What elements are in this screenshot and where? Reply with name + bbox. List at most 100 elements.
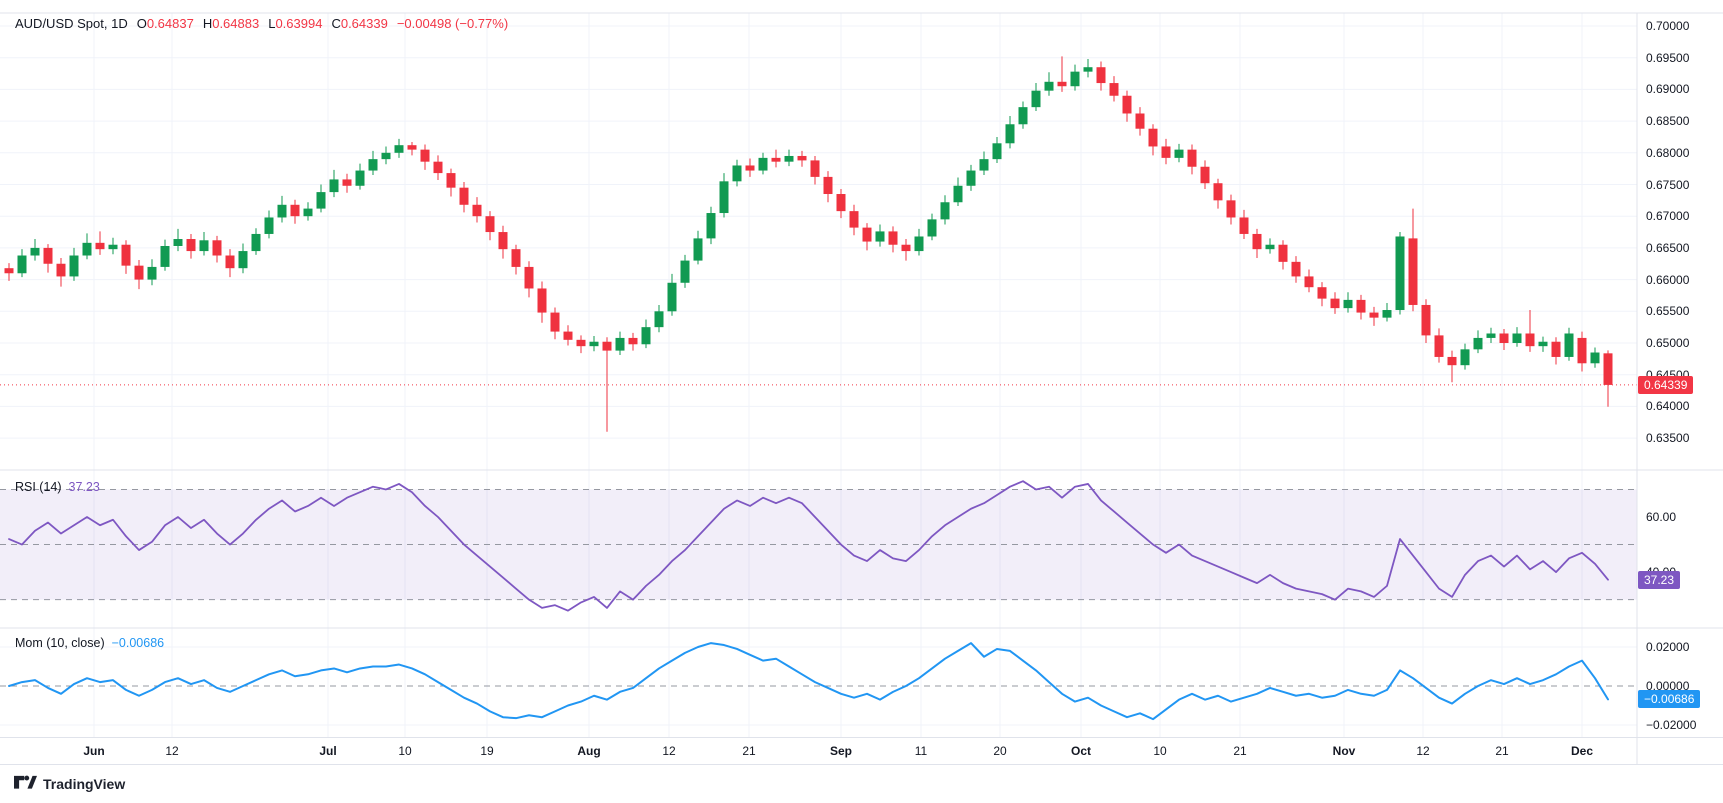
- candle-body: [667, 282, 677, 312]
- candle-body: [420, 149, 430, 162]
- candle-body: [472, 204, 482, 217]
- candle-body: [446, 173, 456, 188]
- candle-body: [1304, 276, 1314, 288]
- candle-body: [1538, 341, 1548, 347]
- candle-body: [1369, 312, 1379, 318]
- candle-body: [485, 216, 495, 233]
- candle-body: [940, 202, 950, 220]
- candle-body: [303, 208, 313, 217]
- time-axis-month-label: Jul: [319, 744, 337, 758]
- candle-body: [1434, 335, 1444, 357]
- price-axis-label: 0.64000: [1646, 399, 1690, 414]
- candle-body: [316, 192, 326, 209]
- candle-body: [1057, 81, 1067, 87]
- candle-body: [1499, 333, 1509, 343]
- candle-body: [563, 331, 573, 340]
- candle-body: [251, 233, 261, 252]
- candle-body: [979, 159, 989, 171]
- candle-body: [719, 181, 729, 214]
- candle-body: [173, 239, 183, 246]
- mom-line: [8, 642, 1609, 721]
- candle-body: [1018, 107, 1028, 125]
- candle-body: [1317, 287, 1327, 299]
- time-axis-day-label: 11: [914, 744, 928, 758]
- candle-body: [4, 268, 14, 274]
- symbol-title[interactable]: AUD/USD Spot, 1D: [15, 16, 128, 31]
- candle-body: [1590, 352, 1600, 364]
- price-axis-label: 0.65500: [1646, 304, 1690, 319]
- candle-body: [1148, 128, 1158, 147]
- tradingview-logo-text: TradingView: [43, 775, 126, 792]
- ohlc-low: L0.63994: [268, 16, 323, 31]
- tradingview-logo[interactable]: TradingView: [14, 774, 125, 793]
- candle-body: [615, 337, 625, 351]
- candle-body: [758, 157, 768, 171]
- candle-body: [134, 265, 144, 280]
- candle-body: [498, 232, 508, 250]
- candle-body: [732, 165, 742, 182]
- tradingview-logo-icon: [14, 775, 37, 789]
- candle-body: [875, 231, 885, 242]
- mom-axis-label: 0.00000: [1646, 679, 1690, 693]
- candle-body: [784, 155, 794, 162]
- candle-body: [147, 266, 157, 280]
- time-axis-day-label: 10: [398, 744, 412, 758]
- candle-body: [1174, 149, 1184, 158]
- candle-body: [1135, 113, 1145, 129]
- candle-body: [589, 341, 599, 347]
- ohlc-close: C0.64339: [331, 16, 388, 31]
- mom-value-badge: −0.00686: [1638, 690, 1701, 709]
- candle-body: [1044, 81, 1054, 91]
- time-axis-month-label: Dec: [1570, 744, 1594, 758]
- candle-body: [43, 247, 53, 264]
- time-axis-month-label: Sep: [829, 744, 853, 758]
- candle-body: [56, 263, 66, 277]
- candle-body: [888, 231, 898, 245]
- time-axis-month-label: Jun: [83, 744, 105, 758]
- candle-body: [1070, 71, 1080, 87]
- candle-body: [225, 255, 235, 269]
- candle-body: [628, 337, 638, 345]
- candle-body: [459, 187, 469, 205]
- price-axis-label: 0.67500: [1646, 177, 1690, 192]
- candle-body: [1356, 299, 1366, 313]
- candle-body: [1447, 356, 1457, 366]
- candle-body: [771, 157, 781, 162]
- candle-body: [95, 242, 105, 250]
- candle-body: [1161, 146, 1171, 158]
- candle-body: [1421, 304, 1431, 336]
- candle-body: [1577, 337, 1587, 364]
- price-axis-label: 0.63500: [1646, 431, 1690, 446]
- candle-body: [17, 255, 27, 274]
- candle-body: [433, 161, 443, 174]
- candle-body: [654, 311, 664, 328]
- candle-body: [1330, 298, 1340, 309]
- candle-body: [576, 339, 586, 347]
- candle-body: [1525, 333, 1535, 347]
- candle-body: [1382, 310, 1392, 318]
- rsi-legend[interactable]: RSI (14) 37.23: [15, 480, 100, 494]
- rsi-value: 37.23: [68, 480, 100, 494]
- candle-body: [407, 145, 417, 150]
- time-axis-day-label: 12: [662, 744, 676, 758]
- candle-body: [30, 247, 40, 256]
- candle-body: [69, 255, 79, 277]
- mom-legend[interactable]: Mom (10, close) −0.00686: [15, 636, 164, 650]
- candle-body: [1564, 333, 1574, 357]
- candle-body: [914, 236, 924, 252]
- candle-body: [927, 219, 937, 237]
- candle-body: [160, 245, 170, 267]
- candle-body: [1551, 341, 1561, 357]
- rsi-value-badge: 37.23: [1638, 570, 1681, 589]
- candle-body: [992, 143, 1002, 160]
- time-axis-day-label: 21: [742, 744, 756, 758]
- candle-body: [810, 160, 820, 177]
- candle-body: [394, 145, 404, 153]
- time-axis-month-label: Aug: [577, 744, 601, 758]
- candle-body: [537, 288, 547, 313]
- candle-body: [602, 341, 612, 351]
- candle-body: [823, 176, 833, 195]
- candle-body: [524, 266, 534, 289]
- candle-body: [706, 213, 716, 239]
